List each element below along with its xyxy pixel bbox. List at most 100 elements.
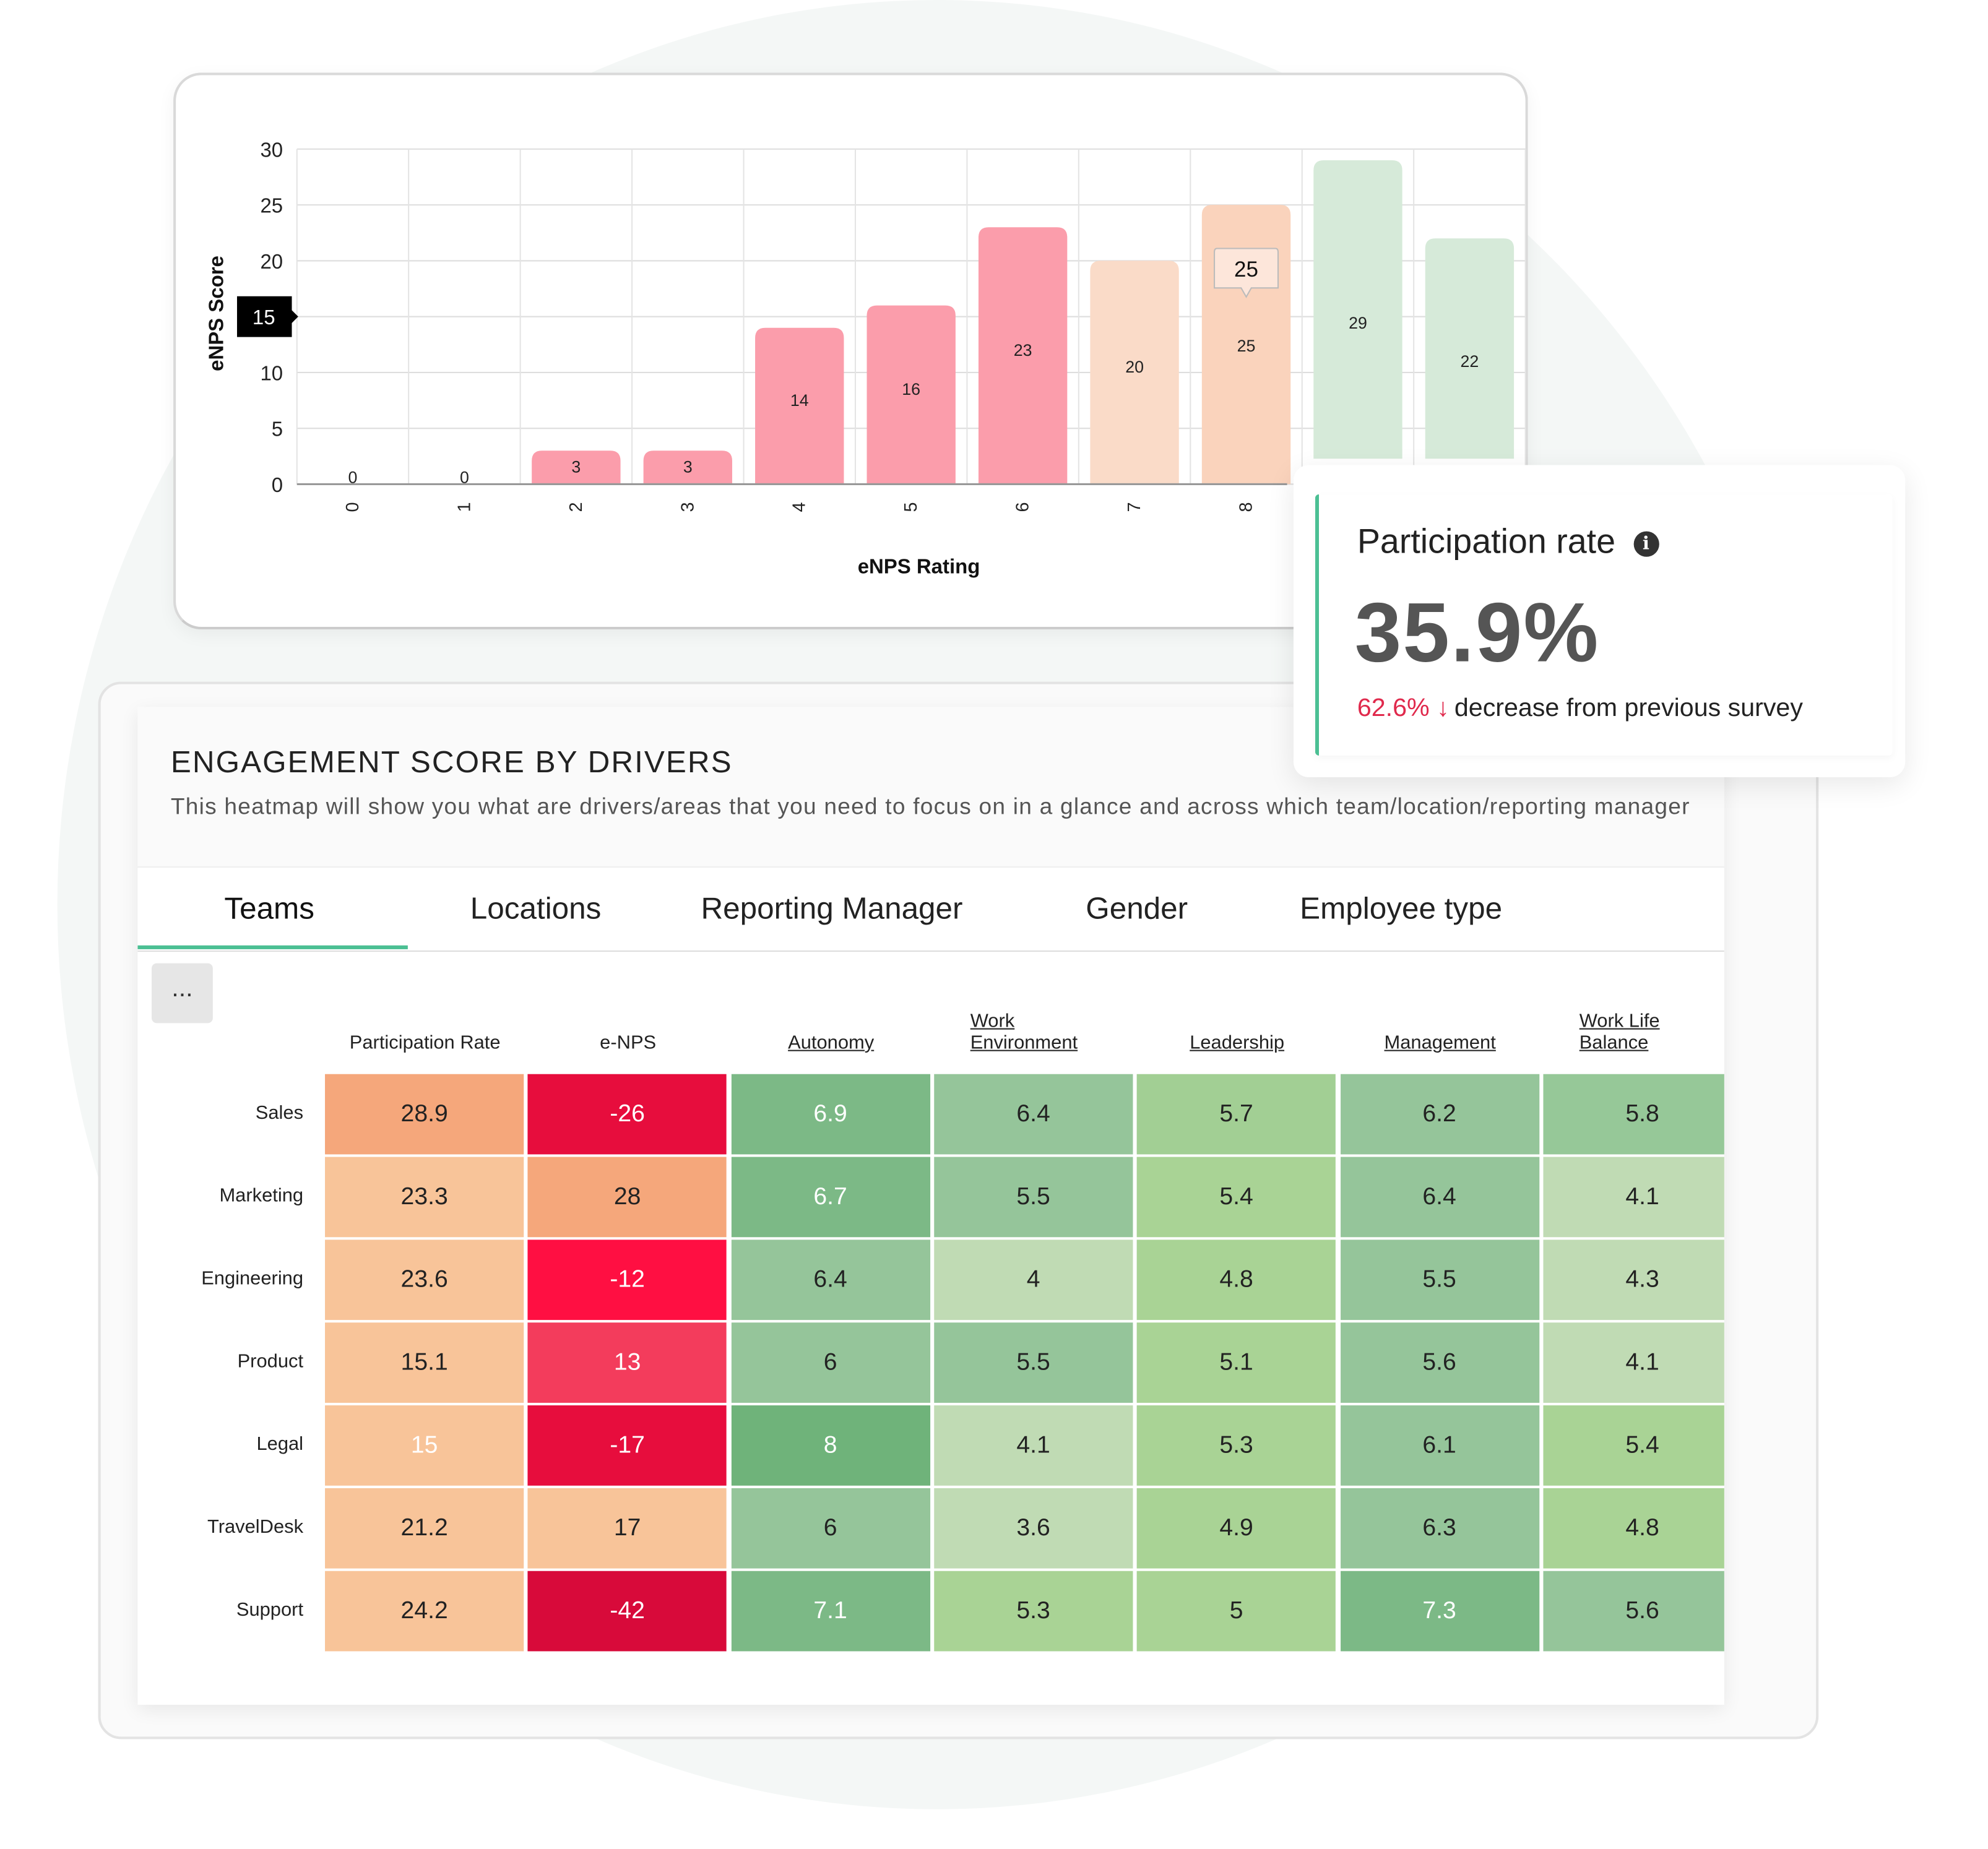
change-text: decrease from previous survey <box>1454 694 1803 723</box>
x-tick-label: 8 <box>1237 502 1256 512</box>
heatmap-cell[interactable]: 5.5 <box>934 1322 1133 1403</box>
participation-card: Participation rate i 35.9% 62.6% ↓ decreas… <box>1293 465 1906 777</box>
heatmap-title: ENGAGEMENT SCORE BY DRIVERS <box>170 745 733 780</box>
bar-value-label: 3 <box>571 458 581 476</box>
x-tick-label: 6 <box>1013 502 1033 512</box>
bar-value-label: 25 <box>1237 337 1256 355</box>
heatmap-cell[interactable]: 5.1 <box>1137 1322 1336 1403</box>
heatmap-cell[interactable]: 17 <box>528 1488 727 1569</box>
heatmap-cell[interactable]: 4.8 <box>1137 1239 1336 1321</box>
heatmap-cell[interactable]: 21.2 <box>325 1488 524 1569</box>
y-tick-label: 30 <box>260 138 283 161</box>
bar <box>1313 160 1402 459</box>
heatmap-cell[interactable]: 5 <box>1137 1571 1336 1652</box>
heatmap-cell[interactable]: 23.6 <box>325 1239 524 1321</box>
heatmap-cell[interactable]: 6.1 <box>1340 1405 1539 1486</box>
heatmap-cell[interactable]: 8 <box>731 1405 930 1486</box>
heatmap-cell[interactable]: 6.2 <box>1340 1074 1539 1155</box>
bar-value-label: 20 <box>1125 358 1144 376</box>
participation-label-text: Participation rate <box>1357 522 1616 561</box>
heatmap-cell[interactable]: 3.6 <box>934 1488 1133 1569</box>
x-tick-label: 0 <box>343 502 363 512</box>
heatmap-cell[interactable]: 4.3 <box>1543 1239 1724 1321</box>
heatmap-cell[interactable]: -42 <box>528 1571 727 1652</box>
y-tick-label: 10 <box>260 361 283 384</box>
heatmap-cell[interactable]: 6.7 <box>731 1157 930 1238</box>
x-tick-label: 2 <box>566 502 586 512</box>
heatmap-cell[interactable]: 5.8 <box>1543 1074 1724 1155</box>
x-tick-label: 4 <box>790 502 810 512</box>
heatmap-cell[interactable]: 4.1 <box>1543 1322 1724 1403</box>
heatmap-cell[interactable]: 6.4 <box>731 1239 930 1321</box>
heatmap-cell[interactable]: 4.9 <box>1137 1488 1336 1569</box>
tooltip-box <box>1214 248 1279 298</box>
heatmap-cell[interactable]: 6.4 <box>1340 1157 1539 1238</box>
heatmap-cell[interactable]: 5.3 <box>1137 1405 1336 1486</box>
heatmap-cell[interactable]: 6.3 <box>1340 1488 1539 1569</box>
column-header-label: Work Environment <box>970 1010 1078 1054</box>
active-tab-indicator <box>137 945 408 949</box>
tab-locations[interactable]: Locations <box>470 892 602 926</box>
heatmap-cell[interactable]: 7.3 <box>1340 1571 1539 1652</box>
heatmap-cell[interactable]: 5.5 <box>1340 1239 1539 1321</box>
heatmap-cell[interactable]: 23.3 <box>325 1157 524 1238</box>
column-header-label: Management <box>1384 1032 1496 1054</box>
y-tick-label: 0 <box>272 473 283 496</box>
bar <box>755 327 844 485</box>
column-header[interactable]: Work Environment <box>934 998 1134 1054</box>
heatmap-cell[interactable]: 15.1 <box>325 1322 524 1403</box>
column-header-label: Autonomy <box>788 1032 875 1054</box>
heatmap-cell[interactable]: 6.9 <box>731 1074 930 1155</box>
tab-employee-type[interactable]: Employee type <box>1300 892 1503 926</box>
heatmap-cell[interactable]: 5.6 <box>1543 1571 1724 1652</box>
heatmap-cell[interactable]: 6 <box>731 1488 930 1569</box>
heatmap-cell[interactable]: 5.3 <box>934 1571 1133 1652</box>
heatmap-cell[interactable]: 28 <box>528 1157 727 1238</box>
heatmap-cell[interactable]: 28.9 <box>325 1074 524 1155</box>
bar <box>532 450 621 485</box>
column-header-label: Work Life Balance <box>1579 1010 1660 1054</box>
heatmap-cell[interactable]: 6.4 <box>934 1074 1133 1155</box>
heatmap-cell[interactable]: 5.5 <box>934 1157 1133 1238</box>
participation-value: 35.9% <box>1354 585 1600 679</box>
heatmap-cell[interactable]: 6 <box>731 1322 930 1403</box>
heatmap-cell[interactable]: -17 <box>528 1405 727 1486</box>
bar-value-label: 22 <box>1461 352 1479 371</box>
bar <box>643 450 732 485</box>
heatmap-cell[interactable]: -26 <box>528 1074 727 1155</box>
bar <box>867 305 956 485</box>
column-header[interactable]: Work Life Balance <box>1543 998 1724 1054</box>
tooltip-value: 25 <box>1234 257 1258 282</box>
change-percent: 62.6% <box>1357 694 1430 723</box>
heatmap-cell[interactable]: 5.6 <box>1340 1322 1539 1403</box>
row-label: Support <box>236 1599 304 1621</box>
heatmap-cell[interactable]: 7.1 <box>731 1571 930 1652</box>
participation-label: Participation rate i <box>1357 522 1659 562</box>
column-header[interactable]: Leadership <box>1137 998 1337 1054</box>
tab-reporting-manager[interactable]: Reporting Manager <box>701 892 963 926</box>
tab-gender[interactable]: Gender <box>1086 892 1188 926</box>
row-label: Engineering <box>201 1267 304 1290</box>
bar <box>978 227 1068 485</box>
heatmap-cell[interactable]: 4.8 <box>1543 1488 1724 1569</box>
row-label: Marketing <box>219 1184 304 1207</box>
column-header: e-NPS <box>528 998 728 1054</box>
heatmap-cell[interactable]: 5.7 <box>1137 1074 1336 1155</box>
info-icon[interactable]: i <box>1633 531 1659 557</box>
heatmap-cell[interactable]: 15 <box>325 1405 524 1486</box>
column-header[interactable]: Management <box>1340 998 1540 1054</box>
heatmap-cell[interactable]: 5.4 <box>1543 1405 1724 1486</box>
heatmap-cell[interactable]: 4.1 <box>934 1405 1133 1486</box>
column-header[interactable]: Autonomy <box>731 998 931 1054</box>
heatmap-cell[interactable]: 5.4 <box>1137 1157 1336 1238</box>
heatmap-cell[interactable]: 24.2 <box>325 1571 524 1652</box>
y-tick-label: 25 <box>260 194 283 217</box>
heatmap-tabs: Teams Locations Reporting Manager Gender… <box>137 869 1724 952</box>
tab-teams[interactable]: Teams <box>224 892 314 926</box>
heatmap-cell[interactable]: 13 <box>528 1322 727 1403</box>
heatmap-cell[interactable]: -12 <box>528 1239 727 1321</box>
more-options-button[interactable]: ... <box>152 963 213 1024</box>
heatmap-cell[interactable]: 4.1 <box>1543 1157 1724 1238</box>
heatmap-cell[interactable]: 4 <box>934 1239 1133 1321</box>
y-tick-label: 5 <box>272 418 283 441</box>
